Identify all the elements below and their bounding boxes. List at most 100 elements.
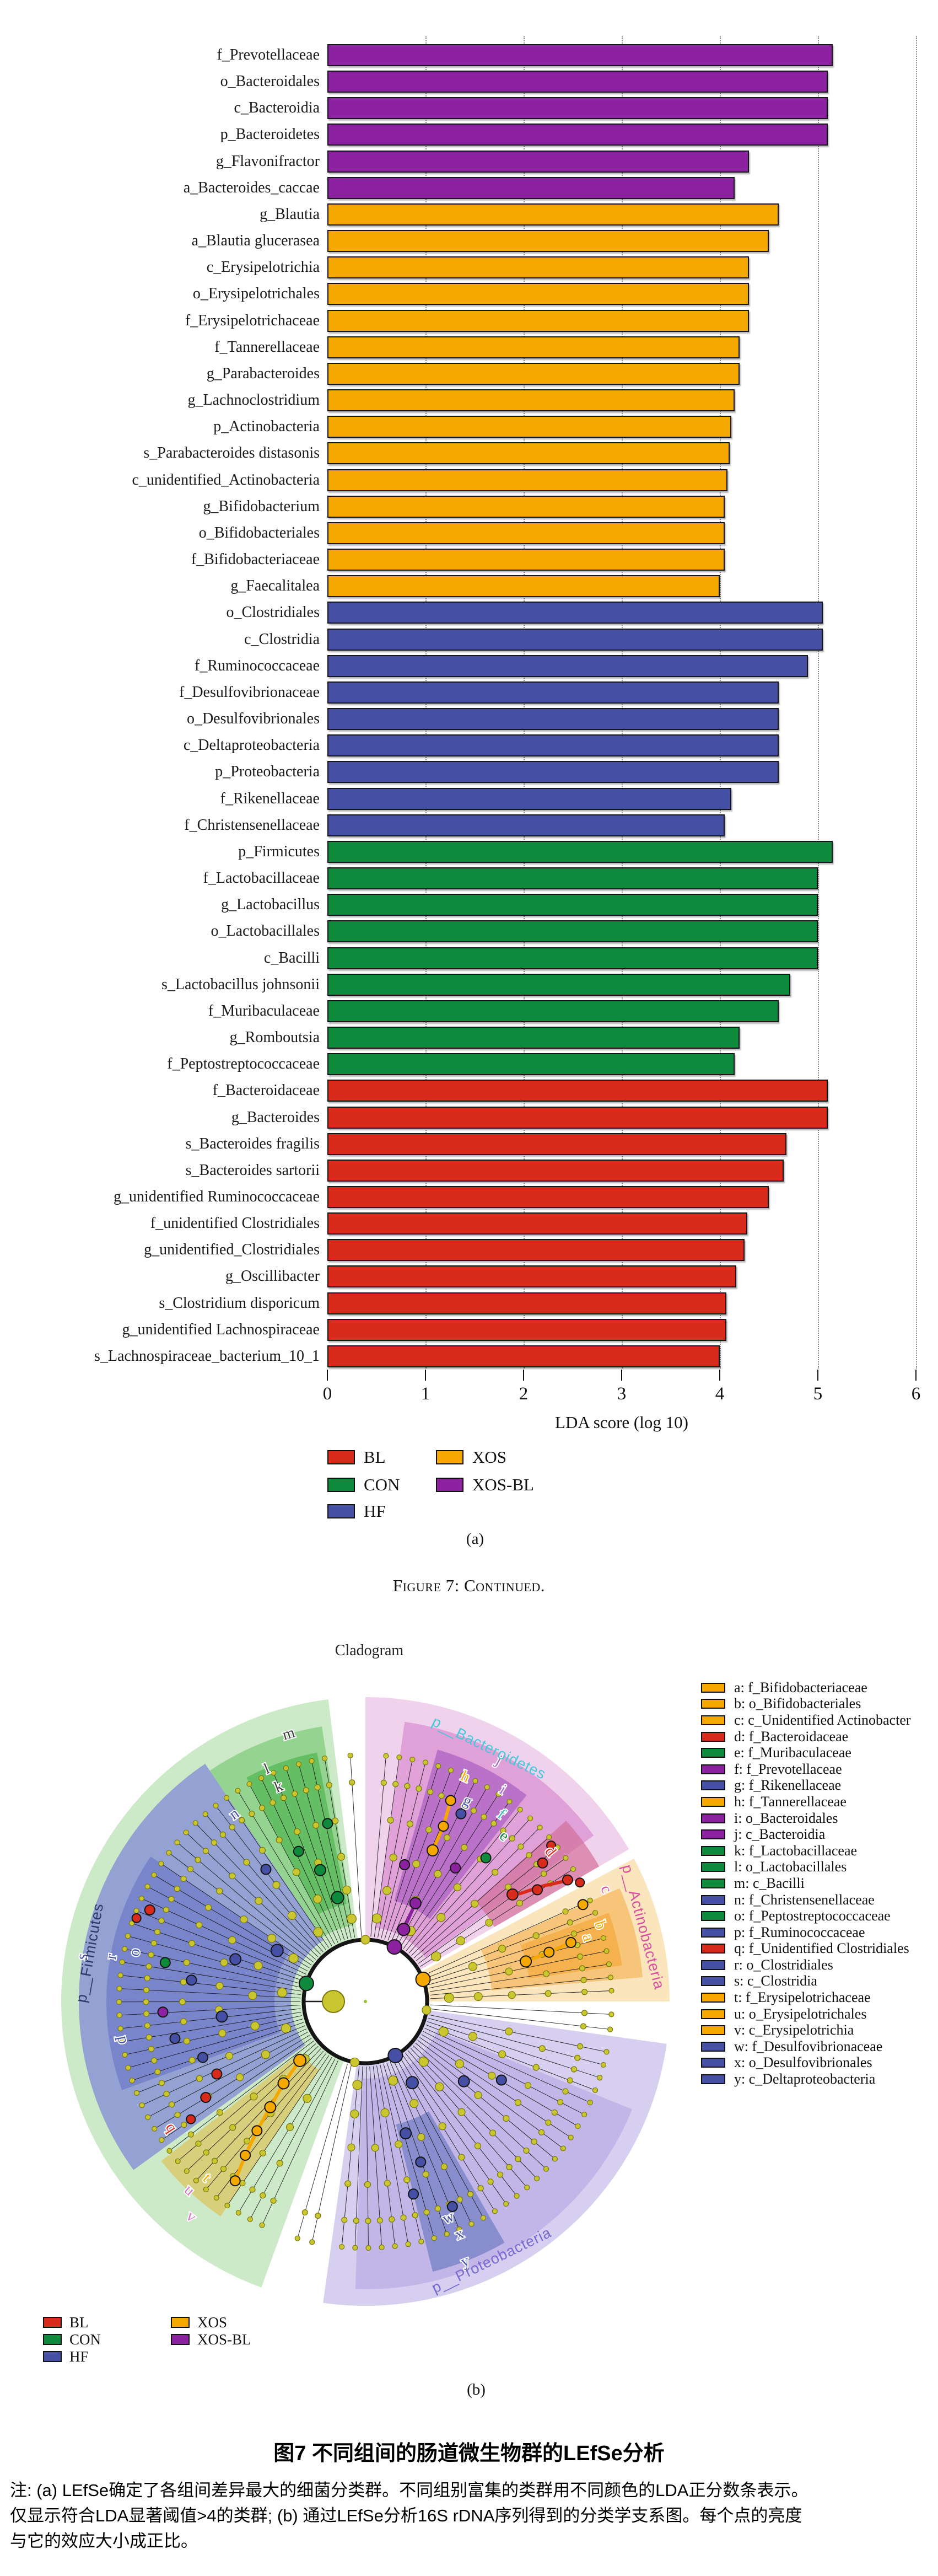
legend-label: t: f_Erysipelotrichaceae: [734, 1989, 871, 2006]
legend-label: HF: [69, 2348, 89, 2365]
branch-line: [128, 2019, 303, 2068]
taxon-node: [418, 2057, 429, 2067]
taxon-node: [193, 2177, 199, 2183]
legend-swatch: [701, 1699, 725, 1709]
legend-swatch: [701, 2025, 725, 2036]
taxon-node: [471, 1899, 479, 1908]
taxon-node: [301, 2209, 308, 2216]
bar-label: a_Blautia glucerasea: [191, 232, 320, 250]
taxon-node: [216, 2109, 224, 2116]
bar: [327, 761, 779, 783]
taxon-node: [216, 1887, 223, 1895]
bar-label: c_Bacilli: [263, 949, 320, 967]
branch-line: [402, 2054, 506, 2204]
cladogram-legend-item: i: o_Bacteroidales: [701, 1810, 911, 1827]
taxon-node: [503, 2115, 510, 2122]
legend-swatch: [701, 2074, 725, 2085]
figure-note: 注: (a) LEfSe确定了各组间差异最大的细菌分类群。不同组别富集的类群用不…: [10, 2478, 934, 2554]
taxon-node: [183, 1959, 190, 1966]
gridline: [818, 36, 819, 1368]
branch-line: [195, 1822, 321, 1955]
clade-node-orange: [445, 1795, 456, 1806]
legend-label: e: f_Muribaculaceae: [734, 1745, 851, 1761]
bar-label: g_Flavonifractor: [215, 152, 320, 170]
clade-node-orange: [229, 2175, 241, 2187]
taxon-node: [119, 2038, 126, 2045]
taxon-node: [235, 1788, 241, 1794]
branch-line: [154, 1875, 310, 1968]
bar-label: f_Christensenellaceae: [184, 816, 320, 834]
taxon-node: [472, 1778, 478, 1784]
figure-caption-zh: 图7 不同组间的肠道微生物群的LEfSe分析: [273, 2442, 665, 2465]
branch-line: [413, 2045, 547, 2170]
legend-swatch: [701, 1944, 725, 1954]
taxon-node: [144, 1975, 150, 1982]
taxon-node: [128, 1920, 135, 1926]
taxon-node: [276, 2160, 283, 2167]
clade-node-orange: [240, 2149, 251, 2161]
bar: [327, 1053, 735, 1076]
taxon-node: [203, 2186, 209, 2193]
bar-label: g_Lactobacillus: [221, 896, 320, 914]
taxon-node: [600, 2062, 607, 2068]
taxon-node: [389, 2216, 395, 2223]
cladogram-title: Cladogram: [335, 1642, 404, 1659]
root-node: [322, 1990, 345, 2013]
x-tick: [719, 1370, 720, 1381]
taxon-node: [603, 1948, 610, 1954]
clade-node-orange: [415, 1971, 431, 1987]
branch-line: [386, 2063, 448, 2235]
taxon-node: [435, 1763, 441, 1769]
taxon-node: [163, 2090, 170, 2097]
taxon-node: [179, 1998, 186, 2005]
taxon-node: [250, 2092, 258, 2101]
taxon-node: [409, 2099, 419, 2108]
taxon-node: [371, 2144, 379, 2152]
bar: [327, 124, 828, 146]
legend-label: b: o_Bifidobacteriales: [734, 1695, 861, 1712]
bar: [327, 1027, 740, 1049]
taxon-node: [460, 1772, 466, 1778]
taxon-node: [468, 1962, 478, 1971]
taxon-node: [349, 1779, 355, 1786]
branch-line: [177, 1842, 316, 1960]
taxon-node: [195, 1856, 201, 1863]
bar-label: c_Erysipelotrichia: [206, 259, 320, 276]
taxon-node: [498, 2050, 506, 2058]
taxon-node: [224, 2203, 230, 2209]
clade-node-blue: [495, 2074, 507, 2086]
bar: [327, 602, 823, 624]
bar-label: p_Bacteroidetes: [220, 126, 320, 143]
bar-label: p_Actinobacteria: [213, 418, 320, 436]
branch-line: [400, 1794, 499, 1947]
bar-label: f_Desulfovibrionaceae: [179, 683, 320, 701]
taxon-node: [151, 1872, 157, 1878]
legend-label: h: f_Tannerellaceae: [734, 1793, 847, 1810]
branch-line: [118, 2001, 301, 2003]
legend-swatch: [701, 1911, 725, 1922]
legend-swatch: [436, 1450, 463, 1464]
branch-line: [374, 1757, 400, 1938]
taxon-node: [220, 2165, 227, 2172]
bar: [327, 1212, 747, 1235]
taxon-node: [337, 1853, 346, 1861]
taxon-node: [243, 1859, 250, 1866]
bar-label: o_Bacteroidales: [220, 73, 320, 90]
branch-line: [425, 2025, 596, 2091]
legend-swatch: [327, 1478, 355, 1492]
clade-node-orange: [293, 2054, 307, 2068]
bar-label: f_Bifidobacteriaceae: [191, 551, 320, 568]
taxon-node: [505, 1967, 513, 1976]
branch-line: [148, 2032, 309, 2118]
taxon-node: [219, 1831, 227, 1838]
x-tick: [327, 1370, 328, 1381]
taxon-node: [195, 2140, 202, 2147]
taxon-node: [143, 2010, 150, 2017]
panel-b-label: (b): [467, 2381, 486, 2398]
branch-line: [226, 1797, 329, 1948]
branch-line: [430, 1977, 611, 1995]
clade-node-blue: [215, 2010, 228, 2023]
taxon-node: [270, 2197, 277, 2204]
